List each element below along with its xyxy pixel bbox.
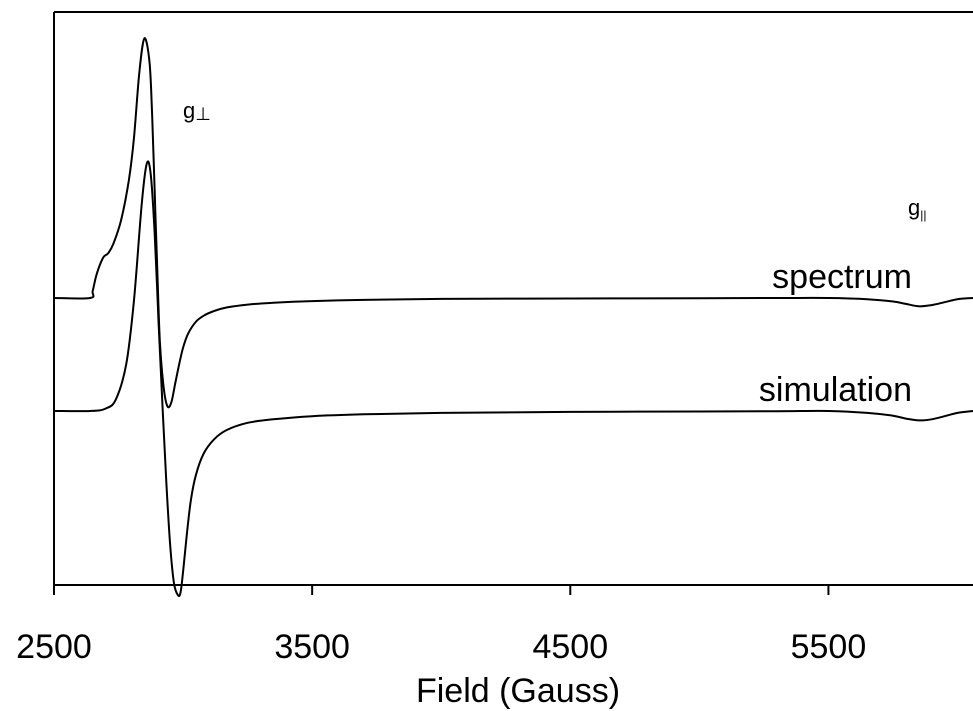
x-tick-label-5500: 5500 — [791, 628, 867, 666]
x-axis-ticks: 2500 3500 4500 5500 — [16, 585, 866, 666]
x-tick-label-3500: 3500 — [274, 628, 350, 666]
series-line-spectrum — [53, 37, 973, 409]
series-layer: spectrum simulation — [53, 37, 973, 598]
x-tick-label-4500: 4500 — [532, 628, 608, 666]
x-tick-label-2500: 2500 — [16, 628, 92, 666]
annotation-gperp: g⊥ — [183, 98, 211, 124]
series-label-spectrum: spectrum — [772, 258, 912, 296]
series-line-simulation — [53, 160, 973, 598]
annotation-gpar: g|| — [908, 195, 926, 222]
labels-layer: Field (Gauss) g⊥ g|| — [183, 98, 926, 710]
x-axis-label: Field (Gauss) — [416, 672, 620, 710]
series-label-simulation: simulation — [759, 371, 912, 409]
